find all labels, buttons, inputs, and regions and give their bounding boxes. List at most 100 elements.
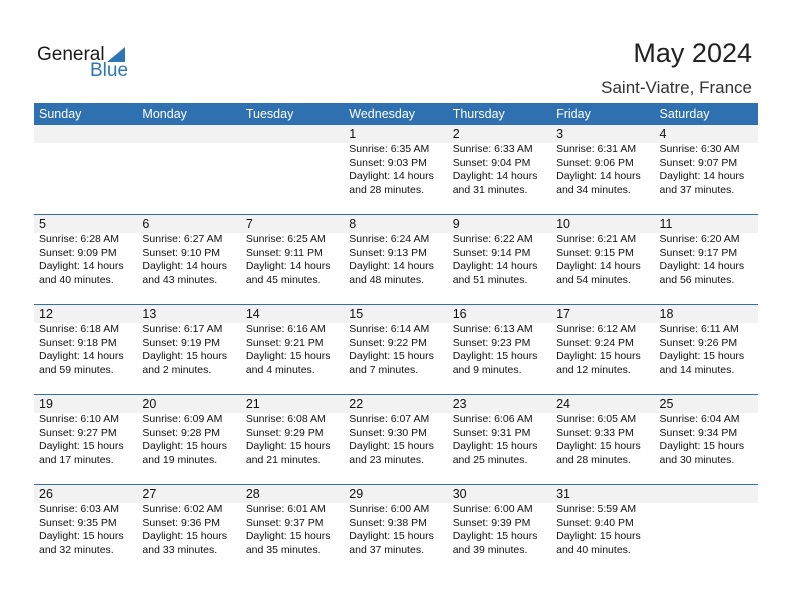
day-number: 18 (659, 307, 674, 321)
minutes-text: and 48 minutes. (349, 273, 424, 286)
sunrise-text: Sunrise: 6:17 AM (142, 323, 223, 335)
empty-cell (241, 125, 344, 215)
day-cell: 21 Sunrise: 6:08 AM Sunset: 9:29 PM Dayligh… (241, 395, 344, 485)
weekday-thursday: Thursday (452, 107, 505, 121)
daylight-text: Daylight: 15 hours (245, 530, 331, 542)
minutes-text: and 40 minutes. (556, 543, 631, 556)
day-cell: 13 Sunrise: 6:17 AM Sunset: 9:19 PM Dayligh… (137, 305, 240, 395)
sunset-text: Sunset: 9:31 PM (452, 426, 531, 439)
sunrise-text: Sunrise: 6:09 AM (142, 413, 223, 425)
sunset-text: Sunset: 9:26 PM (659, 336, 738, 349)
daylight-text: Daylight: 14 hours (39, 260, 124, 272)
sunset-text: Sunset: 9:23 PM (452, 336, 531, 349)
minutes-text: and 56 minutes. (659, 273, 735, 286)
weekday-wednesday: Wednesday (349, 107, 416, 121)
day-number: 31 (556, 487, 571, 501)
sunset-text: Sunset: 9:03 PM (349, 156, 427, 169)
minutes-text: and 31 minutes. (452, 183, 528, 196)
sunrise-text: Sunrise: 6:27 AM (142, 233, 223, 245)
minutes-text: and 30 minutes. (659, 453, 735, 466)
week-row: 5 Sunrise: 6:28 AM Sunset: 9:09 PM Daylight… (34, 214, 758, 305)
sunset-text: Sunset: 9:13 PM (349, 246, 427, 259)
day-number: 16 (452, 307, 467, 321)
minutes-text: and 33 minutes. (142, 543, 218, 556)
sunset-text: Sunset: 9:24 PM (556, 336, 634, 349)
sunset-text: Sunset: 9:30 PM (349, 426, 427, 439)
daylight-text: Daylight: 14 hours (245, 260, 331, 272)
daylight-text: Daylight: 14 hours (556, 170, 641, 182)
minutes-text: and 7 minutes. (349, 363, 419, 376)
daylight-text: Daylight: 15 hours (142, 440, 228, 452)
daylight-text: Daylight: 15 hours (452, 350, 538, 362)
sunset-text: Sunset: 9:14 PM (452, 246, 531, 259)
daylight-text: Daylight: 15 hours (349, 440, 434, 452)
day-number: 8 (349, 217, 357, 231)
weekday-tuesday: Tuesday (245, 107, 294, 121)
day-number: 25 (659, 397, 674, 411)
day-cell: 8 Sunrise: 6:24 AM Sunset: 9:13 PM Daylight… (344, 215, 447, 305)
sunset-text: Sunset: 9:28 PM (142, 426, 221, 439)
daylight-text: Daylight: 14 hours (452, 170, 538, 182)
day-cell: 31 Sunrise: 5:59 AM Sunset: 9:40 PM Dayligh… (551, 485, 654, 575)
day-cell: 15 Sunrise: 6:14 AM Sunset: 9:22 PM Dayligh… (344, 305, 447, 395)
day-cell: 28 Sunrise: 6:01 AM Sunset: 9:37 PM Dayligh… (241, 485, 344, 575)
day-number: 23 (452, 397, 467, 411)
day-cell: 22 Sunrise: 6:07 AM Sunset: 9:30 PM Dayligh… (344, 395, 447, 485)
day-cell: 26 Sunrise: 6:03 AM Sunset: 9:35 PM Dayligh… (34, 485, 137, 575)
day-cell: 14 Sunrise: 6:16 AM Sunset: 9:21 PM Dayligh… (241, 305, 344, 395)
sunset-text: Sunset: 9:22 PM (349, 336, 427, 349)
sunrise-text: Sunrise: 6:05 AM (556, 413, 637, 425)
sunset-text: Sunset: 9:09 PM (39, 246, 117, 259)
day-number: 9 (452, 217, 460, 231)
sunrise-text: Sunrise: 6:11 AM (659, 323, 739, 335)
day-cell: 25 Sunrise: 6:04 AM Sunset: 9:34 PM Dayligh… (655, 395, 758, 485)
daylight-text: Daylight: 15 hours (556, 530, 641, 542)
minutes-text: and 28 minutes. (349, 183, 424, 196)
minutes-text: and 54 minutes. (556, 273, 631, 286)
week-row: 12 Sunrise: 6:18 AM Sunset: 9:18 PM Dayligh… (34, 304, 758, 395)
sunrise-text: Sunrise: 6:16 AM (245, 323, 326, 335)
sunrise-text: Sunrise: 6:28 AM (39, 233, 119, 245)
daylight-text: Daylight: 15 hours (245, 440, 331, 452)
weekday-monday: Monday (142, 107, 187, 121)
day-number: 28 (245, 487, 260, 501)
daylight-text: Daylight: 15 hours (659, 440, 745, 452)
daylight-text: Daylight: 14 hours (349, 260, 434, 272)
day-number: 13 (142, 307, 157, 321)
day-number: 12 (39, 307, 53, 321)
sunset-text: Sunset: 9:15 PM (556, 246, 634, 259)
daylight-text: Daylight: 14 hours (452, 260, 538, 272)
minutes-text: and 51 minutes. (452, 273, 528, 286)
minutes-text: and 28 minutes. (556, 453, 631, 466)
sunrise-text: Sunrise: 6:00 AM (452, 503, 533, 515)
day-number: 19 (39, 397, 53, 411)
sunrise-text: Sunrise: 6:13 AM (452, 323, 533, 335)
minutes-text: and 23 minutes. (349, 453, 424, 466)
day-cell: 11 Sunrise: 6:20 AM Sunset: 9:17 PM Dayligh… (655, 215, 758, 305)
sunset-text: Sunset: 9:29 PM (245, 426, 324, 439)
weekday-saturday: Saturday (659, 107, 710, 121)
day-number: 1 (349, 127, 357, 141)
daylight-text: Daylight: 15 hours (349, 350, 434, 362)
day-cell: 16 Sunrise: 6:13 AM Sunset: 9:23 PM Dayligh… (448, 305, 551, 395)
sunset-text: Sunset: 9:36 PM (142, 516, 221, 529)
sunrise-text: Sunrise: 6:22 AM (452, 233, 533, 245)
day-number: 21 (245, 397, 260, 411)
minutes-text: and 19 minutes. (142, 453, 218, 466)
minutes-text: and 4 minutes. (245, 363, 315, 376)
daylight-text: Daylight: 15 hours (39, 530, 124, 542)
logo-general: General (37, 44, 105, 65)
day-number-band (34, 395, 758, 413)
daylight-text: Daylight: 15 hours (452, 530, 538, 542)
minutes-text: and 2 minutes. (142, 363, 212, 376)
day-cell: 10 Sunrise: 6:21 AM Sunset: 9:15 PM Dayligh… (551, 215, 654, 305)
sunset-text: Sunset: 9:39 PM (452, 516, 531, 529)
sunrise-text: Sunrise: 6:04 AM (659, 413, 740, 425)
minutes-text: and 34 minutes. (556, 183, 631, 196)
minutes-text: and 37 minutes. (349, 543, 424, 556)
minutes-text: and 14 minutes. (659, 363, 735, 376)
week-row: 1 Sunrise: 6:35 AM Sunset: 9:03 PM Daylight… (34, 125, 758, 215)
minutes-text: and 37 minutes. (659, 183, 735, 196)
day-number: 20 (142, 397, 157, 411)
day-cell: 19 Sunrise: 6:10 AM Sunset: 9:27 PM Dayligh… (34, 395, 137, 485)
